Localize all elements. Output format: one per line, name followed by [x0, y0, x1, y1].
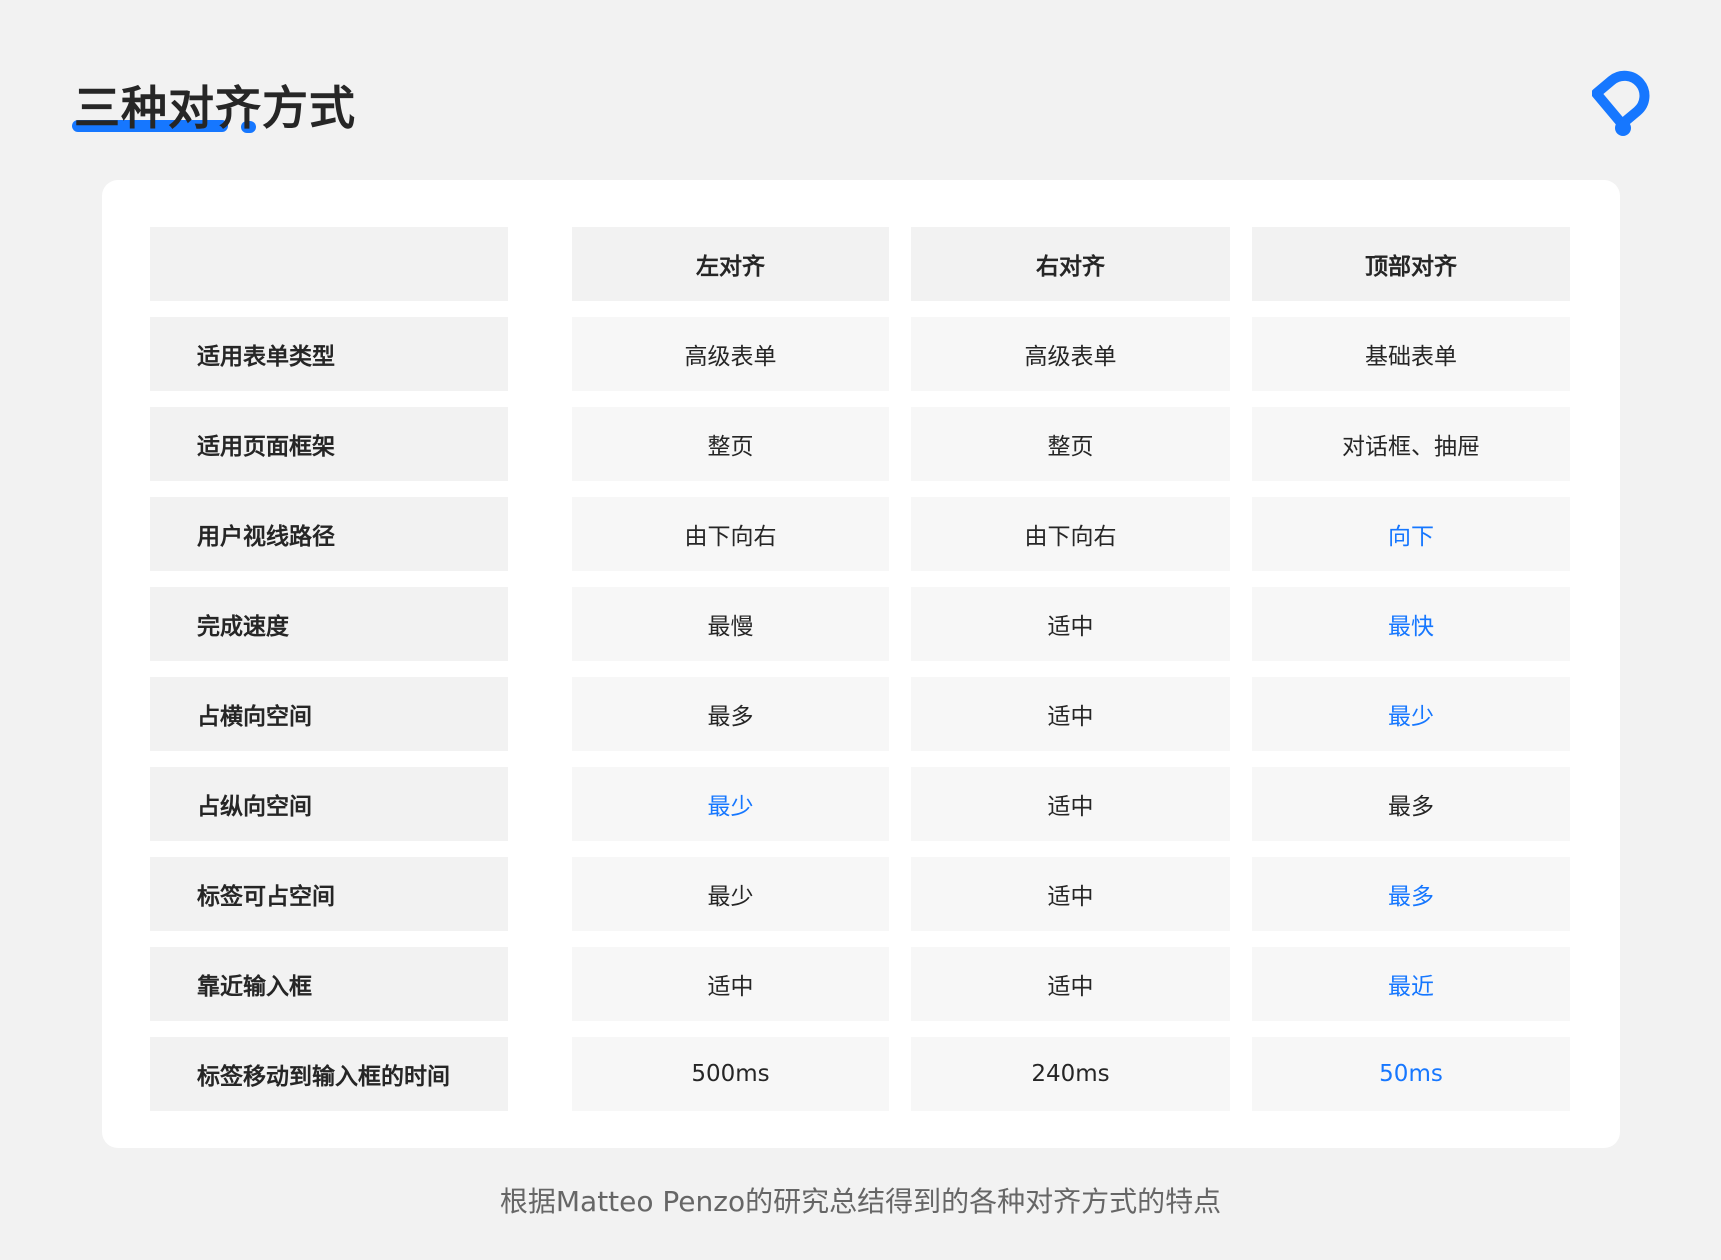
- table-cell: 240ms: [911, 1037, 1230, 1111]
- table-cell: 最近: [1252, 947, 1570, 1021]
- table-cell: 适中: [911, 857, 1230, 931]
- row-label: 适用表单类型: [150, 317, 508, 391]
- table-cell: 整页: [572, 407, 889, 481]
- header-cell: 左对齐: [572, 227, 889, 301]
- table-cell: 由下向右: [911, 497, 1230, 571]
- table-cell: 最慢: [572, 587, 889, 661]
- header-cell-empty: [150, 227, 508, 301]
- table-cell: 向下: [1252, 497, 1570, 571]
- row-label: 用户视线路径: [150, 497, 508, 571]
- brand-logo-icon: [1592, 70, 1650, 136]
- row-label: 完成速度: [150, 587, 508, 661]
- title-underline: [72, 120, 228, 132]
- row-label: 标签可占空间: [150, 857, 508, 931]
- header-cell: 顶部对齐: [1252, 227, 1570, 301]
- table-cell: 适中: [911, 767, 1230, 841]
- row-label: 标签移动到输入框的时间: [150, 1037, 508, 1111]
- table-cell: 适中: [911, 947, 1230, 1021]
- table-cell: 最少: [572, 857, 889, 931]
- table-cell: 高级表单: [572, 317, 889, 391]
- page-title: 三种对齐方式: [74, 81, 356, 135]
- table-cell: 整页: [911, 407, 1230, 481]
- title-underline-dot: [241, 121, 256, 133]
- table-cell: 基础表单: [1252, 317, 1570, 391]
- caption: 根据Matteo Penzo的研究总结得到的各种对齐方式的特点: [499, 1185, 1222, 1218]
- table-cell: 最少: [1252, 677, 1570, 751]
- table-cell: 适中: [572, 947, 889, 1021]
- table-cell: 适中: [911, 677, 1230, 751]
- table-cell: 最多: [572, 677, 889, 751]
- table-cell: 对话框、抽屉: [1252, 407, 1570, 481]
- table-cell: 最多: [1252, 767, 1570, 841]
- row-label: 占横向空间: [150, 677, 508, 751]
- table-cell: 高级表单: [911, 317, 1230, 391]
- table-cell: 500ms: [572, 1037, 889, 1111]
- header-cell: 右对齐: [911, 227, 1230, 301]
- table-cell: 最多: [1252, 857, 1570, 931]
- row-label: 占纵向空间: [150, 767, 508, 841]
- table-cell: 50ms: [1252, 1037, 1570, 1111]
- table-cell: 由下向右: [572, 497, 889, 571]
- table-cell: 适中: [911, 587, 1230, 661]
- table-cell: 最快: [1252, 587, 1570, 661]
- row-label: 靠近输入框: [150, 947, 508, 1021]
- comparison-card: 左对齐 右对齐 顶部对齐 适用表单类型 高级表单 高级表单 基础表单 适用页面框架 整页 整页 对话…: [102, 180, 1620, 1148]
- table-cell: 最少: [572, 767, 889, 841]
- row-label: 适用页面框架: [150, 407, 508, 481]
